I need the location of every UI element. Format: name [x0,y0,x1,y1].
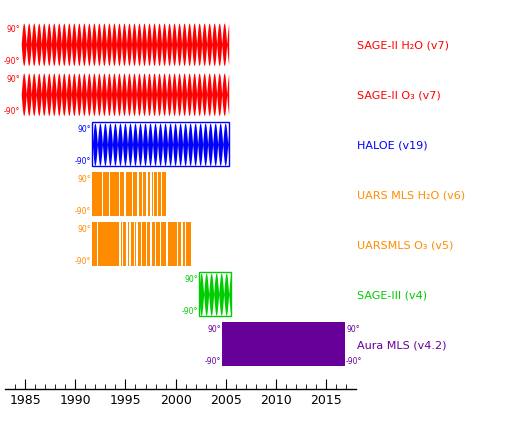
Text: UARSMLS O₃ (v5): UARSMLS O₃ (v5) [357,240,453,250]
Text: UARS MLS H₂O (v6): UARS MLS H₂O (v6) [357,190,465,200]
Bar [141,223,142,267]
Bar [182,223,183,267]
Bar [137,223,138,267]
Bar [146,173,147,217]
Bar [222,322,345,366]
Bar [141,173,143,217]
Bar [92,173,166,217]
Text: -90°: -90° [75,256,91,265]
Text: -90°: -90° [75,206,91,215]
Text: -90°: -90° [346,356,362,365]
Text: HALOE (v19): HALOE (v19) [357,140,427,150]
Text: -90°: -90° [4,57,20,66]
Text: -90°: -90° [4,106,20,115]
Bar [161,173,162,217]
Text: 90°: 90° [346,324,360,333]
Bar [102,173,103,217]
Text: -90°: -90° [181,306,198,315]
Bar [159,223,160,267]
Text: 90°: 90° [7,25,20,34]
Bar [120,223,121,267]
Bar [199,273,231,317]
Text: SAGE-III (v4): SAGE-III (v4) [357,290,427,299]
Text: 90°: 90° [7,75,20,83]
Bar [146,223,147,267]
Bar [150,173,151,217]
Text: SAGE-II H₂O (v7): SAGE-II H₂O (v7) [357,40,448,50]
Bar [153,173,154,217]
Bar [100,173,101,217]
Bar [124,173,125,217]
Bar [151,173,152,217]
Text: 90°: 90° [207,324,221,333]
Text: SAGE-II O₃ (v7): SAGE-II O₃ (v7) [357,90,441,100]
Bar [185,223,186,267]
Bar [150,223,151,267]
Bar [166,223,168,267]
Bar [177,223,179,267]
Bar [136,223,137,267]
Bar [126,223,127,267]
Bar [132,173,133,217]
Bar [92,223,190,267]
Bar [129,223,130,267]
Bar [157,173,158,217]
Bar [119,173,121,217]
Text: -90°: -90° [75,156,91,165]
Text: 90°: 90° [184,274,198,283]
Bar [124,173,126,217]
Bar [119,223,120,267]
Text: 90°: 90° [78,224,91,233]
Bar [138,173,139,217]
Bar [151,223,152,267]
Bar [98,173,99,217]
Bar [137,173,138,217]
Text: Aura MLS (v4.2): Aura MLS (v4.2) [357,340,446,349]
Bar [149,223,150,267]
Text: 90°: 90° [78,124,91,133]
Bar [134,223,135,267]
Bar [122,223,123,267]
Bar [92,123,229,167]
Bar [122,223,123,267]
Bar [147,173,148,217]
Bar [97,223,98,267]
Bar [130,223,132,267]
Bar [181,223,183,267]
Text: 90°: 90° [78,174,91,183]
Text: -90°: -90° [204,356,221,365]
